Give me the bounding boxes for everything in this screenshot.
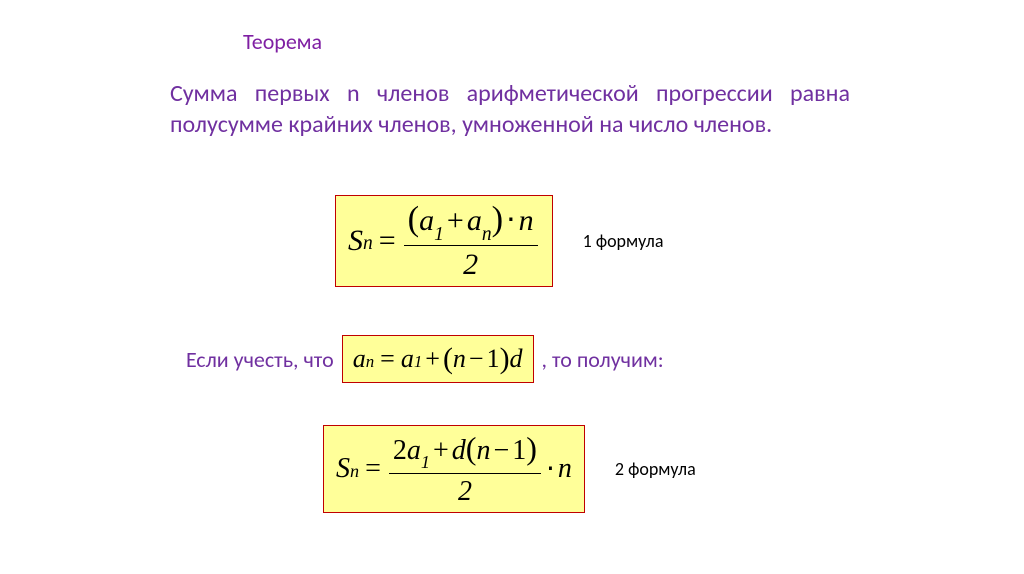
f1-numerator: (a1+an)⋅n — [404, 200, 538, 245]
equals-sign: = — [380, 344, 395, 374]
f2-a-var: a — [407, 435, 421, 466]
f2-one: 1 — [512, 435, 526, 466]
f1-a1-var: a — [419, 204, 434, 237]
midline-prefix: Если учесть, что — [186, 346, 334, 373]
fan-a1-var: a — [401, 344, 414, 374]
f2-fraction: 2a1+d(n−1) 2 — [389, 430, 541, 508]
f2-lhs-var: S — [336, 453, 350, 485]
f1-lhs-var: S — [348, 224, 363, 258]
theorem-statement: Сумма первых n членов арифметической про… — [170, 78, 850, 140]
f2-lhs-sub: n — [350, 461, 359, 482]
fan-d: d — [510, 344, 523, 374]
fan-n: n — [453, 344, 466, 374]
f2-d: d — [452, 435, 466, 466]
formula-1-label: 1 формула — [583, 230, 664, 252]
fan-one: 1 — [487, 344, 500, 374]
f1-an-sub: n — [482, 224, 492, 245]
formula-an-box: an = a1 + (n−1)d — [342, 335, 534, 383]
formula-2: Sn = 2a1+d(n−1) 2 ⋅n — [336, 430, 572, 508]
f1-denominator: 2 — [404, 245, 538, 282]
formula-1-row: Sn = (a1+an)⋅n 2 1 формула — [335, 195, 663, 287]
formula-2-label: 2 формула — [615, 458, 696, 480]
f2-denominator: 2 — [389, 473, 541, 508]
fan-lhs-sub: n — [366, 352, 374, 372]
f1-a1-sub: 1 — [434, 224, 444, 245]
f2-two: 2 — [393, 435, 407, 466]
formula-1-box: Sn = (a1+an)⋅n 2 — [335, 195, 553, 287]
fan-a1-sub: 1 — [414, 352, 422, 372]
equals-sign: = — [365, 453, 381, 485]
f2-a-sub: 1 — [421, 452, 430, 472]
f1-lhs-sub: n — [363, 233, 373, 255]
midline-suffix: , то получим: — [542, 346, 664, 373]
f2-numerator: 2a1+d(n−1) — [389, 430, 541, 473]
formula-1: Sn = (a1+an)⋅n 2 — [348, 200, 540, 282]
f2-n: n — [477, 435, 491, 466]
f1-fraction: (a1+an)⋅n 2 — [404, 200, 538, 282]
f2-trail-n: n — [558, 453, 572, 485]
f1-n-var: n — [519, 204, 534, 237]
formula-2-row: Sn = 2a1+d(n−1) 2 ⋅n 2 формула — [323, 425, 696, 513]
f1-an-var: a — [467, 204, 482, 237]
midline-row: Если учесть, что an = a1 + (n−1)d , то п… — [186, 335, 664, 383]
theorem-heading: Теорема — [243, 28, 322, 55]
equals-sign: = — [379, 224, 396, 258]
formula-2-box: Sn = 2a1+d(n−1) 2 ⋅n — [323, 425, 585, 513]
formula-an: an = a1 + (n−1)d — [353, 342, 523, 376]
fan-lhs-var: a — [353, 344, 366, 374]
